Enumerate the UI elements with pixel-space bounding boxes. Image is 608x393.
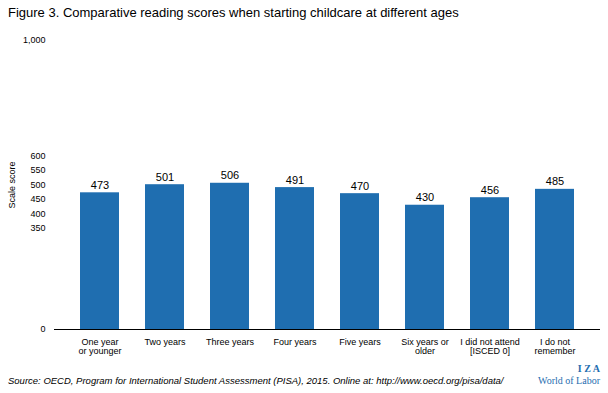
svg-text:I do notremember: I do notremember (534, 337, 575, 356)
svg-text:0: 0 (40, 324, 45, 334)
html-text:Source: OECD, Program for Inte: Source: OECD, Program for International … (8, 375, 504, 386)
svg-text:Three years: Three years (206, 337, 255, 347)
svg-text:430: 430 (416, 191, 434, 203)
svg-text:Scale score: Scale score (7, 161, 17, 208)
svg-text:500: 500 (30, 180, 45, 190)
svg-text:350: 350 (30, 223, 45, 233)
svg-text:Six years orolder: Six years orolder (401, 337, 449, 356)
svg-text:Four years: Four years (273, 337, 317, 347)
svg-text:I did not attend[ISCED 0]: I did not attend[ISCED 0] (460, 337, 520, 356)
html-text:World of Labor: World of Labor (538, 375, 600, 386)
svg-text:400: 400 (30, 209, 45, 219)
svg-text:Five years: Five years (339, 337, 381, 347)
svg-text:470: 470 (351, 180, 369, 192)
svg-text:Two years: Two years (144, 337, 186, 347)
svg-text:450: 450 (30, 194, 45, 204)
html-text:I Z A: I Z A (577, 363, 600, 374)
svg-text:485: 485 (546, 175, 564, 187)
svg-text:One yearor younger: One yearor younger (78, 337, 121, 356)
svg-text:473: 473 (91, 179, 109, 191)
svg-text:600: 600 (30, 151, 45, 161)
svg-text:550: 550 (30, 165, 45, 175)
svg-text:491: 491 (286, 174, 304, 186)
svg-text:456: 456 (481, 184, 499, 196)
svg-text:501: 501 (156, 171, 174, 183)
html-text:Figure 3. Comparative reading: Figure 3. Comparative reading scores whe… (8, 5, 459, 20)
svg-text:1,000: 1,000 (23, 35, 46, 45)
svg-text:506: 506 (221, 169, 239, 181)
